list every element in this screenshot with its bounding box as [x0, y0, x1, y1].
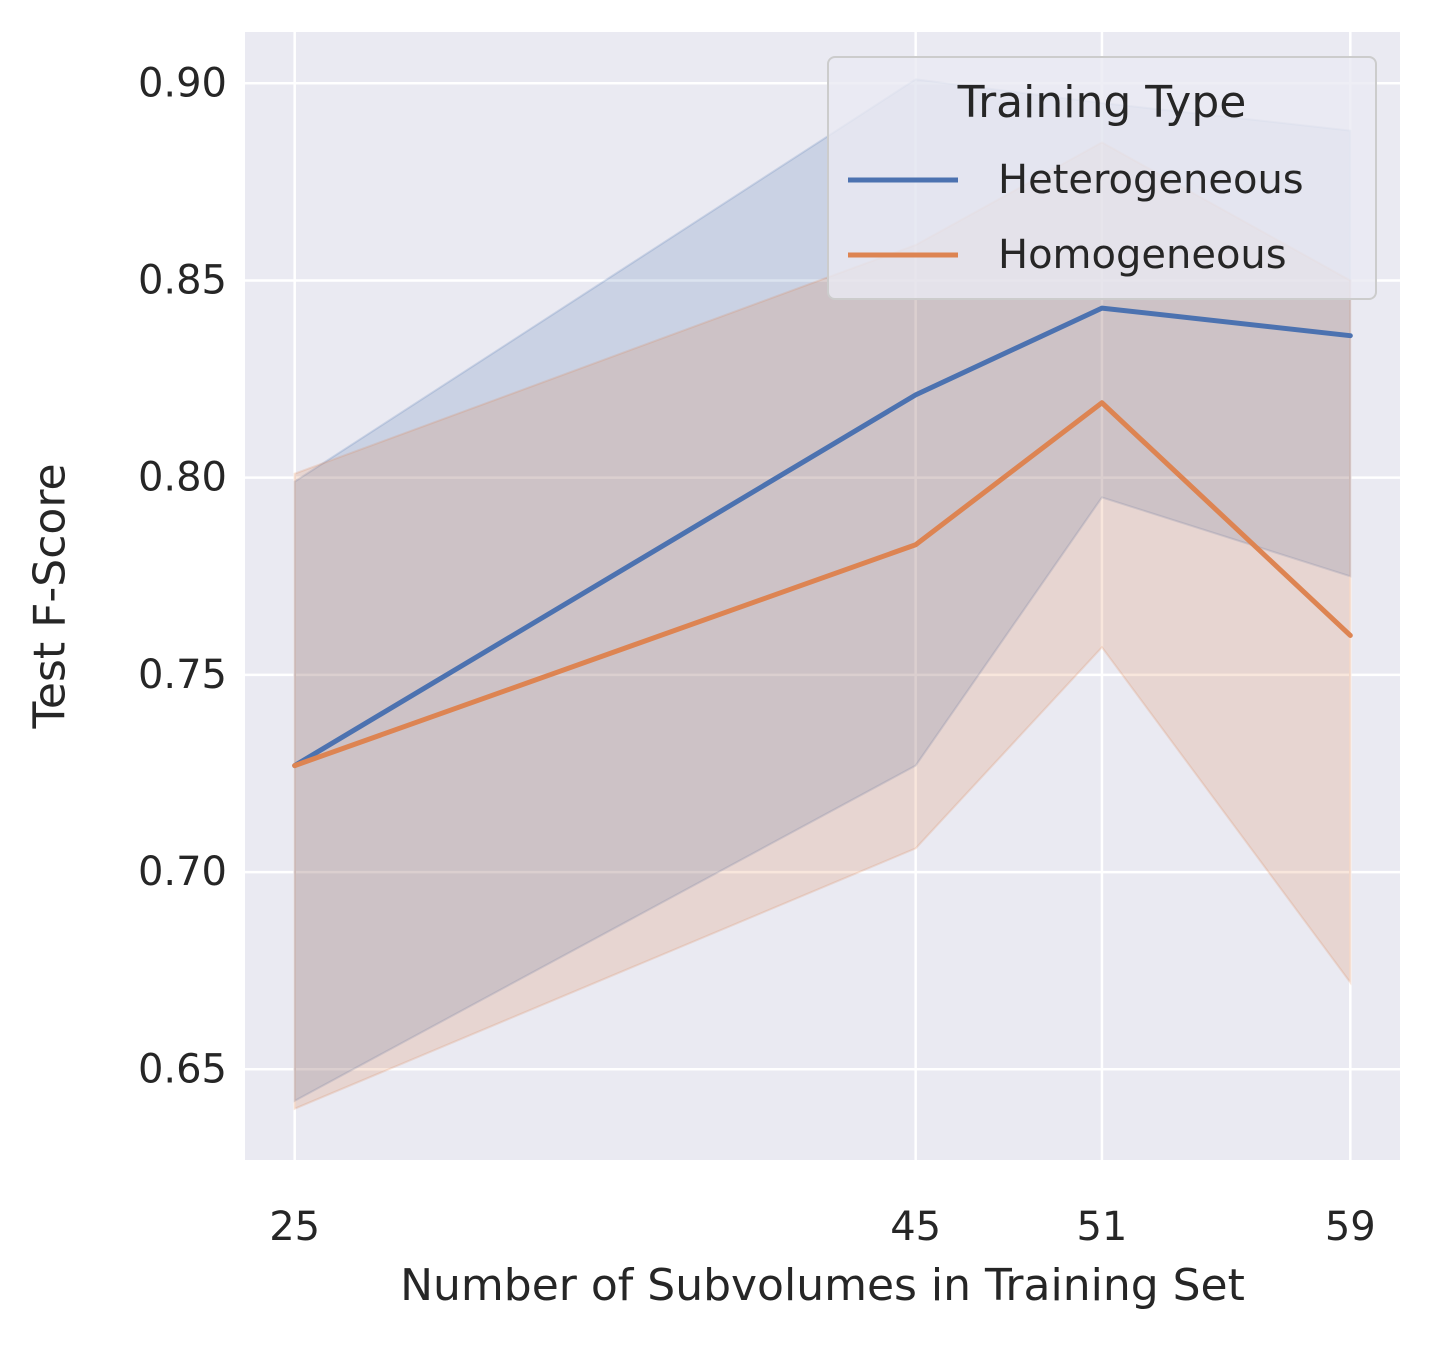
legend: Training Type Heterogeneous Homogeneous — [827, 56, 1377, 300]
y-tick-label: 0.65 — [138, 1046, 227, 1092]
x-tick-label: 51 — [1076, 1204, 1127, 1250]
legend-title: Training Type — [957, 77, 1247, 128]
y-tick-label: 0.90 — [138, 60, 227, 106]
legend-label-heterogeneous: Heterogeneous — [998, 157, 1304, 203]
legend-label-homogeneous: Homogeneous — [998, 232, 1287, 278]
series-line-heterogeneous — [292, 305, 1353, 769]
series-lines — [292, 305, 1353, 769]
y-tick-label: 0.80 — [138, 455, 227, 501]
y-tick-label: 0.85 — [138, 257, 227, 303]
x-tick-label: 25 — [269, 1204, 320, 1250]
x-tick-label: 59 — [1325, 1204, 1376, 1250]
y-tick-label: 0.70 — [138, 849, 227, 895]
y-tick-label: 0.75 — [138, 652, 227, 698]
legend-items: Heterogeneous Homogeneous — [848, 157, 1304, 278]
x-tick-labels: 25 45 51 59 — [269, 1204, 1376, 1250]
y-axis-label: Test F-Score — [25, 463, 76, 729]
y-tick-labels: 0.65 0.70 0.75 0.80 0.85 0.90 — [138, 60, 227, 1092]
legend-box — [827, 56, 1377, 300]
x-tick-label: 45 — [890, 1204, 941, 1250]
confidence-bands — [293, 78, 1352, 1111]
series-line-homogeneous — [292, 400, 1353, 769]
x-axis-label: Number of Subvolumes in Training Set — [400, 1260, 1245, 1311]
